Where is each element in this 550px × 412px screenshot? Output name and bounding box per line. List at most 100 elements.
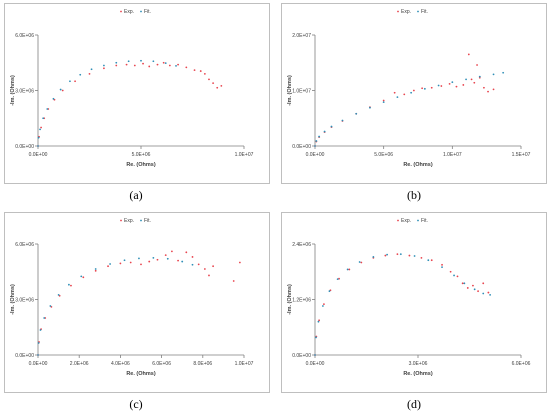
legend-fit-label: Fit. bbox=[144, 218, 151, 224]
fit-data-point bbox=[79, 73, 82, 76]
exp-data-point bbox=[487, 291, 490, 294]
y-axis-title: -Im. (Ohms) bbox=[10, 75, 16, 106]
fit-data-point bbox=[410, 91, 413, 94]
exp-data-point bbox=[338, 277, 340, 280]
legend-exp-label: Exp. bbox=[124, 218, 134, 224]
exp-data-point bbox=[477, 290, 479, 293]
fit-data-point bbox=[441, 266, 443, 269]
caption-d: (d) bbox=[407, 397, 421, 411]
exp-data-point bbox=[177, 63, 179, 66]
fit-data-point bbox=[49, 305, 52, 307]
exp-data-point bbox=[203, 268, 206, 270]
fit-data-point bbox=[314, 145, 316, 147]
exp-data-point bbox=[156, 63, 159, 66]
fit-data-point bbox=[39, 128, 41, 131]
exp-data-point bbox=[403, 93, 406, 96]
exp-data-point bbox=[119, 262, 122, 265]
exp-data-point bbox=[487, 90, 489, 93]
chart-svg: 0.0E+00 5.0E+06 1.0E+07 1.5E+07 0.0E+00 1.0E+… bbox=[281, 3, 547, 184]
exp-data-point bbox=[70, 284, 72, 287]
exp-data-point bbox=[74, 80, 76, 83]
exp-data-point bbox=[441, 263, 443, 266]
exp-data-point bbox=[197, 263, 200, 266]
exp-data-point bbox=[40, 126, 42, 129]
fit-data-point bbox=[46, 108, 49, 110]
exp-data-point bbox=[456, 275, 459, 278]
exp-data-point bbox=[133, 64, 136, 67]
x-tick-label: 4.0E+06 bbox=[111, 361, 130, 367]
chart-frame bbox=[281, 212, 547, 393]
exp-data-point bbox=[348, 268, 351, 271]
fit-data-point bbox=[37, 145, 39, 147]
exp-data-point bbox=[476, 64, 478, 66]
exp-data-point bbox=[199, 70, 202, 72]
exp-data-point bbox=[185, 66, 188, 69]
fit-data-point bbox=[37, 136, 40, 139]
fit-data-point bbox=[315, 140, 318, 142]
exp-data-point bbox=[462, 84, 465, 86]
exp-data-point bbox=[384, 254, 387, 257]
fit-data-point bbox=[382, 101, 385, 104]
x-axis-title: Re. (Ohms) bbox=[403, 162, 433, 168]
exp-data-point bbox=[208, 274, 210, 277]
x-tick-label: 1.0E+07 bbox=[235, 152, 254, 158]
chart-frame bbox=[4, 3, 270, 184]
exp-data-point bbox=[103, 67, 105, 70]
y-axis-title: -Im. (Ohms) bbox=[287, 75, 293, 106]
exp-data-point bbox=[232, 280, 235, 282]
fit-data-point bbox=[330, 125, 333, 128]
exp-data-point bbox=[212, 82, 215, 84]
x-tick-label: 8.0E+06 bbox=[193, 361, 212, 367]
x-tick-label: 6.0E+06 bbox=[512, 361, 531, 367]
x-axis-title: Re. (Ohms) bbox=[126, 162, 156, 168]
fit-data-point bbox=[140, 59, 142, 62]
exp-data-point bbox=[212, 265, 215, 268]
exp-data-point bbox=[168, 64, 171, 67]
exp-data-point bbox=[430, 86, 433, 89]
fit-data-point bbox=[43, 317, 46, 319]
fit-data-point bbox=[502, 71, 505, 74]
chart-panel-a: 0.0E+00 5.0E+06 1.0E+07 0.0E+00 3.0E+06 6.0E+… bbox=[4, 3, 270, 184]
exp-data-point bbox=[88, 72, 91, 75]
chart-frame bbox=[281, 3, 547, 184]
exp-data-point bbox=[203, 72, 206, 75]
exp-data-point bbox=[467, 53, 470, 56]
fit-data-point bbox=[321, 305, 324, 307]
exp-data-point bbox=[148, 65, 151, 68]
fit-data-point bbox=[386, 253, 388, 256]
exp-data-point bbox=[323, 303, 325, 306]
y-tick-label: 6.0E+06 bbox=[15, 242, 34, 248]
exp-data-point bbox=[125, 63, 128, 66]
exp-data-point bbox=[193, 69, 196, 72]
caption-b: (b) bbox=[407, 188, 421, 202]
chart-panel-b: 0.0E+00 5.0E+06 1.0E+07 1.5E+07 0.0E+00 1.0E+… bbox=[281, 3, 547, 184]
exp-data-point bbox=[466, 287, 469, 289]
x-tick-label: 5.0E+06 bbox=[374, 152, 393, 158]
fit-data-point bbox=[68, 283, 70, 286]
fit-data-point bbox=[372, 256, 375, 258]
legend-exp-marker bbox=[397, 219, 399, 222]
legend-exp-label: Exp. bbox=[401, 218, 411, 224]
exp-data-point bbox=[238, 261, 241, 264]
y-tick-label: 3.0E+06 bbox=[15, 89, 34, 95]
fit-data-point bbox=[328, 290, 331, 293]
legend-exp-marker bbox=[120, 219, 122, 222]
fit-data-point bbox=[59, 88, 62, 91]
fit-data-point bbox=[489, 293, 491, 296]
exp-data-point bbox=[61, 89, 64, 92]
x-axis-title: Re. (Ohms) bbox=[126, 371, 156, 377]
caption-a: (a) bbox=[129, 188, 143, 202]
exp-data-point bbox=[220, 84, 223, 87]
exp-data-point bbox=[420, 256, 423, 259]
fit-data-point bbox=[453, 274, 455, 277]
fit-data-point bbox=[123, 259, 126, 262]
fit-data-point bbox=[336, 278, 339, 281]
fit-data-point bbox=[69, 80, 71, 83]
fit-data-point bbox=[152, 256, 155, 259]
fit-data-point bbox=[37, 342, 40, 344]
y-tick-label: 0.0E+00 bbox=[15, 144, 34, 150]
fit-data-point bbox=[37, 354, 39, 356]
fit-data-point bbox=[346, 268, 349, 271]
fit-data-point bbox=[57, 293, 60, 296]
fit-data-point bbox=[314, 354, 316, 356]
